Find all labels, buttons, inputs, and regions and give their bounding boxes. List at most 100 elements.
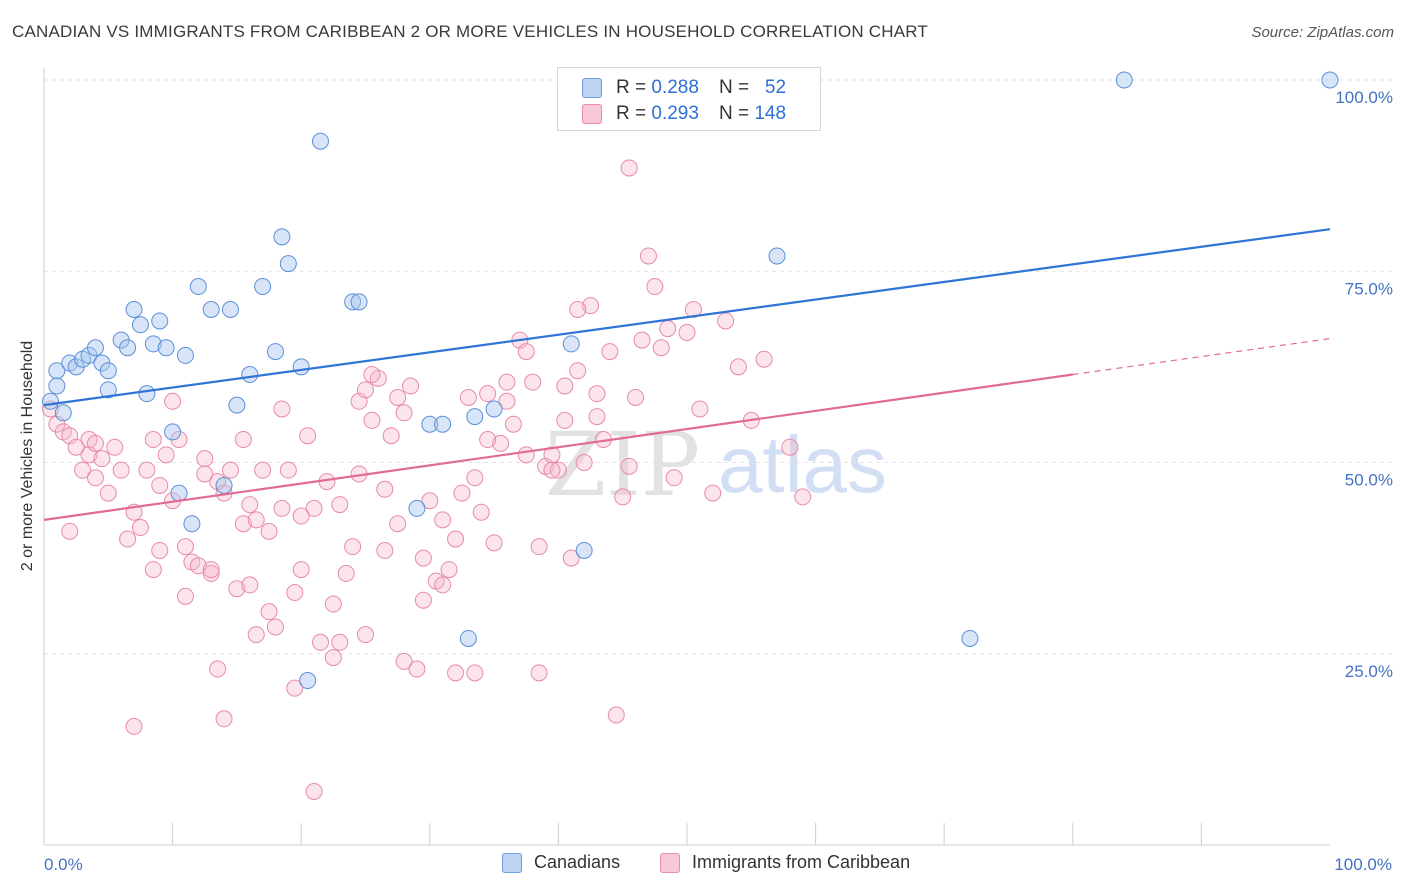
data-point-caribbean <box>646 278 664 296</box>
data-point-caribbean <box>408 660 426 678</box>
data-point-caribbean <box>247 511 265 529</box>
data-point-caribbean <box>479 385 497 403</box>
source-label: Source: ZipAtlas.com <box>1251 24 1394 41</box>
trend-line-caribbean-extension <box>1072 337 1331 376</box>
data-point-caribbean <box>556 377 574 395</box>
data-point-canadians <box>151 312 169 330</box>
data-point-caribbean <box>241 496 259 514</box>
data-point-caribbean <box>524 373 542 391</box>
data-point-canadians <box>157 339 175 357</box>
data-point-canadians <box>119 339 137 357</box>
data-point-caribbean <box>556 411 574 429</box>
data-point-caribbean <box>543 446 561 464</box>
data-point-caribbean <box>549 461 567 479</box>
data-point-caribbean <box>286 679 304 697</box>
data-point-caribbean <box>639 247 657 265</box>
data-point-caribbean <box>684 301 702 318</box>
legend-item-canadians: Canadians <box>502 852 620 873</box>
data-point-caribbean <box>659 320 677 338</box>
data-point-caribbean <box>466 664 484 682</box>
data-point-caribbean <box>305 782 323 800</box>
data-point-canadians <box>215 476 233 494</box>
data-point-caribbean <box>292 507 310 525</box>
data-point-caribbean <box>228 580 246 598</box>
legend-n-value-canadians: 52 <box>764 77 787 98</box>
data-point-canadians <box>48 362 66 380</box>
data-point-caribbean <box>678 323 696 341</box>
chart-title: CANADIAN VS IMMIGRANTS FROM CARIBBEAN 2 … <box>12 22 929 41</box>
legend-n-value-caribbean: 148 <box>754 103 787 124</box>
x-tick-labels: 0.0% 100.0% <box>44 855 1392 874</box>
data-point-caribbean <box>331 496 349 514</box>
y-tick-label: 25.0% <box>1345 662 1393 681</box>
data-point-caribbean <box>614 488 632 506</box>
trend-line-canadians <box>43 228 1331 407</box>
data-point-canadians <box>421 415 439 433</box>
data-point-caribbean <box>286 584 304 602</box>
data-point-caribbean <box>234 515 252 533</box>
data-point-caribbean <box>202 564 220 582</box>
data-point-canadians <box>228 396 246 414</box>
data-point-caribbean <box>357 381 374 399</box>
data-point-canadians <box>273 228 291 246</box>
data-point-caribbean <box>176 587 194 605</box>
data-point-caribbean <box>125 717 143 735</box>
data-point-caribbean <box>363 366 381 384</box>
data-point-caribbean <box>517 446 535 464</box>
data-point-caribbean <box>607 706 625 724</box>
data-point-caribbean <box>421 492 439 510</box>
data-point-caribbean <box>260 603 278 621</box>
data-point-caribbean <box>440 561 458 579</box>
data-point-caribbean <box>106 438 124 456</box>
data-point-caribbean <box>305 499 323 517</box>
data-point-canadians <box>299 672 317 690</box>
data-point-canadians <box>434 415 452 433</box>
data-point-canadians <box>99 362 117 380</box>
data-point-caribbean <box>324 595 342 613</box>
data-point-caribbean <box>434 511 452 529</box>
data-point-caribbean <box>209 660 227 678</box>
data-point-caribbean <box>131 519 149 537</box>
data-point-canadians <box>562 335 580 353</box>
data-point-caribbean <box>99 484 117 502</box>
legend-swatch-canadians <box>502 852 522 873</box>
data-point-caribbean <box>562 549 580 567</box>
data-point-caribbean <box>176 538 194 556</box>
data-point-caribbean <box>61 522 79 540</box>
data-point-caribbean <box>357 626 374 644</box>
data-point-caribbean <box>254 461 272 479</box>
data-point-caribbean <box>588 408 606 426</box>
data-point-caribbean <box>402 377 420 395</box>
data-point-caribbean <box>588 385 606 403</box>
data-point-caribbean <box>498 373 516 391</box>
data-point-caribbean <box>344 538 362 556</box>
data-point-caribbean <box>382 427 400 445</box>
data-point-caribbean <box>627 388 645 406</box>
data-point-caribbean <box>543 461 561 479</box>
data-point-caribbean <box>582 297 600 315</box>
data-point-caribbean <box>164 392 182 410</box>
data-point-caribbean <box>498 392 516 410</box>
data-point-caribbean <box>189 557 207 575</box>
data-point-canadians <box>459 629 477 647</box>
data-point-canadians <box>176 346 194 364</box>
data-point-caribbean <box>447 530 465 548</box>
y-tick-label: 75.0% <box>1345 279 1393 298</box>
data-point-canadians <box>350 293 368 311</box>
data-point-caribbean <box>781 438 799 456</box>
data-point-caribbean <box>234 431 252 449</box>
data-point-caribbean <box>453 484 471 502</box>
legend-label-canadians: Canadians <box>534 852 621 872</box>
data-point-caribbean <box>157 446 175 464</box>
data-point-caribbean <box>755 350 773 368</box>
legend-r-label: R = <box>616 77 647 98</box>
trend-line-caribbean <box>43 373 1073 521</box>
legend-item-caribbean: Immigrants from Caribbean <box>660 852 910 873</box>
legend-row-caribbean: R = 0.293 N = 148 <box>582 102 786 126</box>
legend-label-caribbean: Immigrants from Caribbean <box>692 852 911 872</box>
data-point-caribbean <box>196 450 214 468</box>
data-point-canadians <box>164 423 182 441</box>
data-point-caribbean <box>530 538 548 556</box>
data-point-canadians <box>768 247 786 265</box>
